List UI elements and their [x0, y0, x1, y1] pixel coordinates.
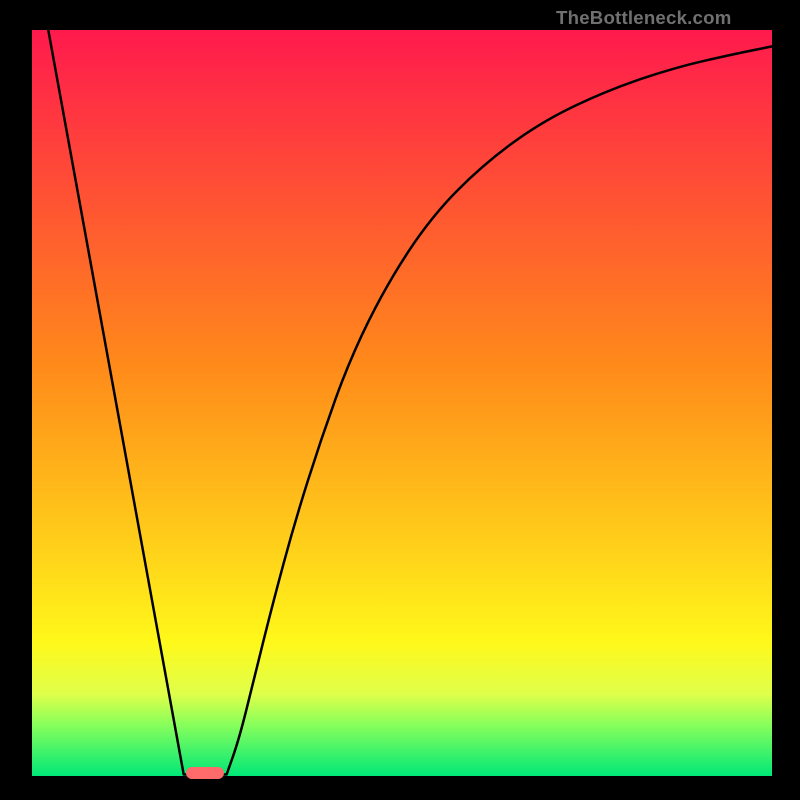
watermark-text: TheBottleneck.com: [556, 7, 732, 29]
plot-area: [32, 30, 772, 776]
optimum-marker: [186, 767, 224, 779]
chart-container: TheBottleneck.com: [0, 0, 800, 800]
